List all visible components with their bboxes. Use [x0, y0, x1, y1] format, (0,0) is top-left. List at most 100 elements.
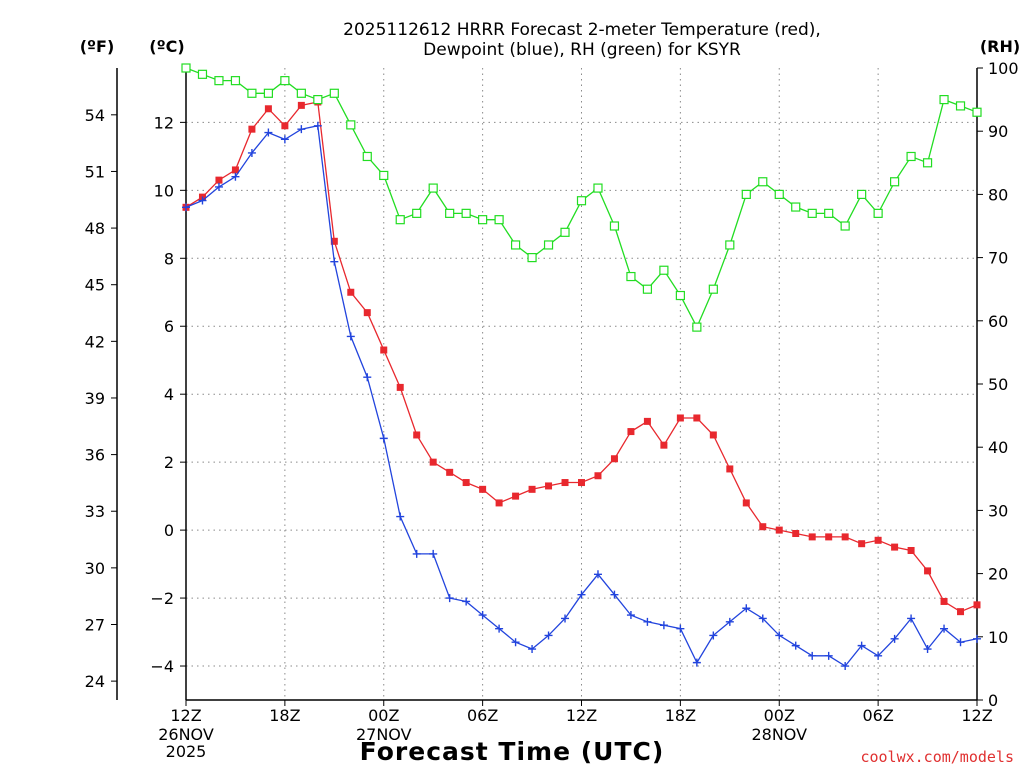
- temperature-point: [610, 455, 618, 463]
- rh-point: [362, 151, 372, 162]
- rh-point: [230, 76, 241, 86]
- dewpoint-point: [824, 651, 833, 660]
- x-tick-label: 06Z: [862, 706, 893, 725]
- rh-point: [857, 189, 867, 199]
- rh-point: [890, 177, 900, 187]
- rh-point: [379, 170, 389, 181]
- rh-point: [346, 120, 356, 130]
- chart-title-line-1: 2025112612 HRRR Forecast 2-meter Tempera…: [343, 20, 821, 40]
- temperature-point: [264, 105, 272, 113]
- rh-point: [939, 94, 949, 105]
- rh-point: [263, 88, 273, 98]
- rh-point: [906, 151, 916, 162]
- temperature-point: [231, 166, 239, 174]
- temperature-point: [347, 288, 355, 296]
- dewpoint-point: [725, 617, 734, 626]
- temperature-point: [841, 533, 849, 541]
- temperature-point: [495, 499, 503, 507]
- rh-point: [527, 253, 537, 263]
- rh-point: [725, 240, 735, 250]
- rh-point: [543, 240, 554, 250]
- temperature-point: [413, 431, 421, 439]
- temperature-point: [363, 309, 371, 317]
- data-series: [181, 63, 982, 671]
- rh-tick-label: 20: [988, 565, 1008, 584]
- rh-point: [659, 265, 669, 275]
- temperature-point: [874, 536, 882, 544]
- dewpoint-point: [182, 203, 190, 212]
- dewpoint-point: [363, 373, 372, 382]
- dewpoint-point: [775, 631, 784, 640]
- rh-tick-label: 0: [988, 691, 998, 710]
- dewpoint-point: [429, 549, 438, 558]
- rh-point: [510, 240, 521, 250]
- celsius-tick-label: 10: [154, 181, 174, 200]
- temperature-point: [462, 479, 470, 487]
- dewpoint-point: [973, 634, 981, 643]
- dewpoint-point: [808, 651, 817, 660]
- temperature-point: [594, 472, 602, 480]
- rh-point: [642, 284, 653, 294]
- temperature-point: [693, 414, 701, 422]
- x-tick-label: 06Z: [467, 706, 498, 725]
- fahrenheit-tick-label: 33: [85, 502, 105, 521]
- temperature-point: [660, 441, 668, 449]
- rh-point: [478, 215, 488, 225]
- temperature-point: [924, 567, 932, 575]
- fahrenheit-tick-label: 48: [85, 219, 105, 238]
- rh-tick-label: 40: [988, 438, 1008, 457]
- rh-point: [313, 94, 323, 105]
- dewpoint-point: [692, 658, 701, 667]
- rh-point: [708, 284, 718, 294]
- temperature-point: [297, 101, 305, 109]
- temperature-point: [973, 601, 981, 609]
- dewpoint-series: [182, 121, 981, 671]
- x-tick-label: 00Z: [368, 706, 399, 725]
- fahrenheit-tick-label: 30: [85, 559, 105, 578]
- temperature-point: [561, 479, 569, 487]
- rh-tick-label: 70: [988, 249, 1008, 268]
- dewpoint-point: [297, 125, 306, 134]
- rh-series: [181, 63, 982, 332]
- rh-tick-label: 60: [988, 312, 1008, 331]
- dewpoint-point: [346, 332, 355, 341]
- temperature-point: [742, 499, 750, 507]
- rh-point: [428, 183, 438, 193]
- rh-point: [576, 196, 587, 206]
- source-watermark: coolwx.com/models: [860, 748, 1014, 766]
- dewpoint-point: [247, 148, 256, 157]
- rh-point: [774, 189, 784, 199]
- celsius-tick-label: 6: [164, 317, 174, 336]
- rh-point: [214, 76, 224, 86]
- temperature-point: [330, 237, 338, 245]
- rh-point: [593, 183, 603, 193]
- rh-point: [840, 221, 850, 231]
- rh-tick-label: 50: [988, 375, 1008, 394]
- dewpoint-point: [528, 645, 537, 654]
- rh-point: [922, 158, 933, 168]
- dewpoint-point: [742, 604, 751, 613]
- temperature-point: [775, 526, 783, 534]
- rh-point: [741, 189, 751, 199]
- rh-point: [181, 63, 191, 73]
- dewpoint-point: [198, 196, 207, 205]
- dewpoint-point: [758, 614, 767, 623]
- fahrenheit-tick-label: 54: [85, 106, 105, 125]
- dewpoint-point: [626, 611, 635, 620]
- dewpoint-point: [676, 624, 685, 633]
- celsius-tick-label: 8: [164, 249, 174, 268]
- temperature-point: [627, 428, 635, 436]
- dewpoint-point: [857, 641, 866, 650]
- x-tick-label: 12Z: [961, 706, 992, 725]
- dewpoint-point: [956, 638, 965, 647]
- temperature-point: [825, 533, 833, 541]
- temperature-point: [907, 546, 915, 554]
- rh-point: [197, 69, 208, 79]
- temperature-point: [759, 523, 767, 531]
- rh-point: [395, 215, 405, 225]
- x-tick-label: 12Z: [170, 706, 201, 725]
- temperature-point: [808, 533, 816, 541]
- rh-point: [791, 202, 801, 212]
- rh-tick-label: 90: [988, 122, 1008, 141]
